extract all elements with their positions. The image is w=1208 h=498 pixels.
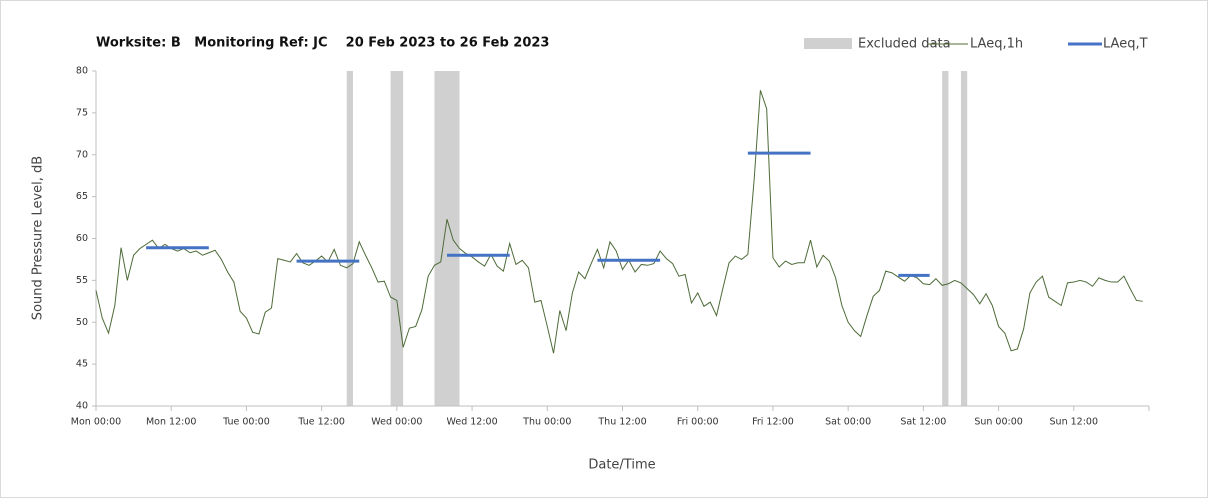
y-tick-label: 55 <box>76 275 88 286</box>
legend-swatch <box>804 38 852 49</box>
y-tick-label: 75 <box>76 107 88 118</box>
x-tick-label: Mon 00:00 <box>71 417 121 428</box>
y-axis-label: Sound Pressure Level, dB <box>31 156 46 320</box>
y-tick-label: 60 <box>76 233 88 244</box>
x-axis-label: Date/Time <box>588 458 655 473</box>
legend-label: LAeq,1h <box>970 37 1023 52</box>
y-tick-label: 40 <box>76 401 88 412</box>
excluded-band <box>942 71 949 406</box>
x-tick-label: Wed 12:00 <box>447 417 498 428</box>
x-tick-label: Sun 12:00 <box>1050 417 1098 428</box>
chart-title: Worksite: B Monitoring Ref: JC 20 Feb 20… <box>96 36 549 51</box>
excluded-band <box>390 71 404 406</box>
x-tick-label: Fri 12:00 <box>752 417 794 428</box>
x-tick-label: Mon 12:00 <box>146 417 196 428</box>
x-tick-label: Sun 00:00 <box>974 417 1022 428</box>
y-tick-label: 50 <box>76 317 88 328</box>
x-tick-label: Tue 12:00 <box>297 417 345 428</box>
legend: Excluded data LAeq,1h LAeq,T <box>804 37 1148 52</box>
x-tick-label: Sat 00:00 <box>825 417 871 428</box>
x-tick-label: Thu 12:00 <box>597 417 646 428</box>
x-tick-label: Tue 00:00 <box>222 417 270 428</box>
y-tick-label: 65 <box>76 191 88 202</box>
x-tick-label: Sat 12:00 <box>900 417 946 428</box>
y-tick-label: 80 <box>76 66 88 77</box>
y-tick-label: 45 <box>76 359 88 370</box>
legend-label: Excluded data <box>858 37 951 52</box>
excluded-band <box>960 71 968 406</box>
x-tick-label: Wed 00:00 <box>371 417 422 428</box>
x-tick-label: Fri 00:00 <box>677 417 719 428</box>
y-tick-label: 70 <box>76 149 88 160</box>
excluded-band <box>434 71 460 406</box>
legend-label: LAeq,T <box>1103 37 1148 52</box>
excluded-band <box>346 71 353 406</box>
x-tick-label: Thu 00:00 <box>522 417 571 428</box>
